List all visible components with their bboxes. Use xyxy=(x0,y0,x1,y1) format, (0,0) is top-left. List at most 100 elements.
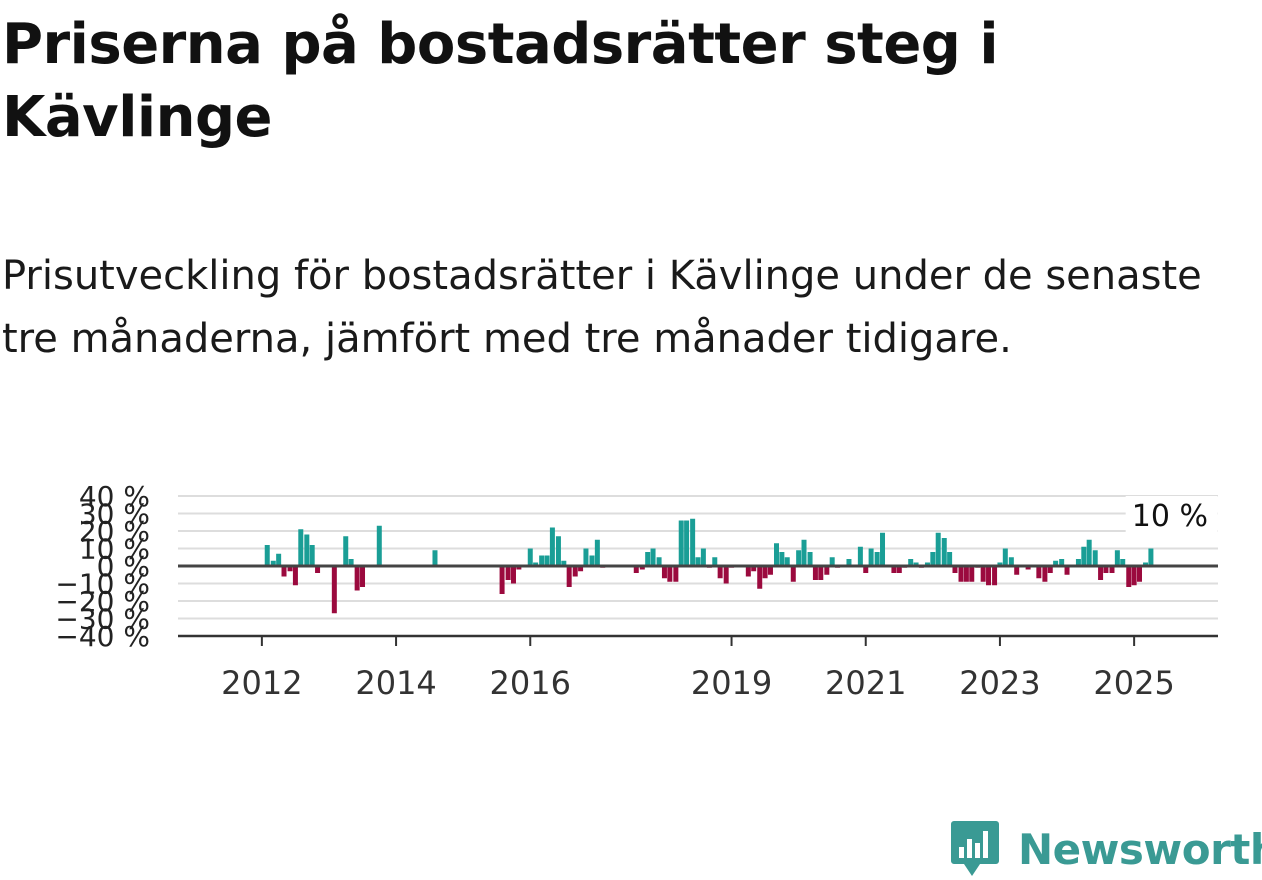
x-tick-label: 2019 xyxy=(691,664,772,702)
bar xyxy=(1053,560,1059,566)
axes xyxy=(178,564,1218,638)
bar xyxy=(745,566,751,577)
bar xyxy=(331,566,337,614)
bar xyxy=(1126,566,1132,587)
bar xyxy=(645,552,651,566)
bar xyxy=(818,566,824,580)
bar xyxy=(1014,566,1020,575)
bar xyxy=(1131,566,1137,586)
gridlines xyxy=(178,495,1218,620)
bar xyxy=(774,543,780,566)
bar xyxy=(510,566,516,584)
bar xyxy=(539,555,545,566)
bar xyxy=(1143,562,1149,566)
bar xyxy=(986,566,992,586)
bar xyxy=(1047,566,1053,573)
bar xyxy=(561,560,567,566)
bar xyxy=(667,566,673,582)
bar xyxy=(505,566,511,580)
bar xyxy=(432,550,438,566)
y-tick-label: −40 % xyxy=(55,620,150,653)
bar xyxy=(566,566,572,587)
bar xyxy=(812,566,818,580)
bar xyxy=(287,566,293,572)
y-tick-label: −30 % xyxy=(55,603,150,636)
x-axis-ticks: 2012 2014 2016 2019 2021 2023 2025 xyxy=(221,636,1175,702)
bar xyxy=(516,566,522,570)
logo-text: Newsworthy xyxy=(1018,824,1262,874)
bar xyxy=(880,532,886,566)
bar xyxy=(868,548,874,566)
bar xyxy=(650,548,656,566)
bar xyxy=(913,562,919,566)
bar xyxy=(1103,566,1109,573)
bar xyxy=(270,560,276,566)
bar xyxy=(891,566,897,573)
bar xyxy=(824,566,830,575)
bar xyxy=(712,557,718,566)
bar xyxy=(807,552,813,566)
bar xyxy=(499,566,505,594)
x-tick-label: 2014 xyxy=(355,664,436,702)
bar xyxy=(1064,566,1070,575)
x-tick-label: 2025 xyxy=(1093,664,1174,702)
bar xyxy=(292,566,298,586)
bar xyxy=(1109,566,1115,573)
bar xyxy=(969,566,975,582)
y-tick-label: −10 % xyxy=(55,568,150,601)
bar xyxy=(348,559,354,566)
bar xyxy=(924,562,930,566)
bar xyxy=(1148,548,1154,566)
y-tick-label: 10 % xyxy=(79,533,150,566)
bar xyxy=(309,545,315,566)
bar xyxy=(1086,539,1092,566)
bar xyxy=(572,566,578,577)
bar xyxy=(1075,559,1081,566)
bar xyxy=(997,562,1003,566)
bar xyxy=(304,534,310,566)
y-tick-label: 20 % xyxy=(79,515,150,548)
y-tick-label: 40 % xyxy=(79,480,150,513)
bar xyxy=(801,539,807,566)
bar xyxy=(639,566,645,570)
bar xyxy=(700,548,706,566)
chart-subtitle: Prisutveckling för bostadsrätter i Kävli… xyxy=(2,253,1202,362)
bar xyxy=(1098,566,1104,580)
bar xyxy=(935,532,941,566)
bar xyxy=(1120,559,1126,566)
bar xyxy=(941,538,947,566)
bar xyxy=(594,539,600,566)
bar xyxy=(1059,559,1065,566)
bar xyxy=(1008,557,1014,566)
bar xyxy=(354,566,360,591)
bar xyxy=(549,527,555,566)
bar xyxy=(298,529,304,566)
annotation-box xyxy=(1125,496,1218,532)
bar xyxy=(1081,546,1087,566)
annotation: 10 % xyxy=(1125,496,1218,534)
bar xyxy=(723,566,729,584)
bar xyxy=(673,566,679,582)
bar xyxy=(992,566,998,586)
bar xyxy=(555,536,561,566)
y-axis-ticks: 40 %30 %20 %10 %0 %−10 %−20 %−30 %−40 % xyxy=(55,480,150,653)
bars xyxy=(264,518,1154,614)
bar xyxy=(757,566,763,589)
bar xyxy=(315,566,321,573)
bar xyxy=(762,566,768,579)
y-tick-label: 30 % xyxy=(79,498,150,531)
newsworthy-logo-icon xyxy=(951,821,999,876)
bar xyxy=(751,566,757,572)
bar xyxy=(684,520,690,566)
chart-title: Priserna på bostadsrätter steg i Kävling… xyxy=(2,12,999,150)
bar xyxy=(533,562,539,566)
y-tick-label: −20 % xyxy=(55,585,150,618)
bar xyxy=(589,555,595,566)
x-tick-label: 2016 xyxy=(490,664,571,702)
bar-chart: 40 %30 %20 %10 %0 %−10 %−20 %−30 %−40 % … xyxy=(55,480,1218,702)
bar xyxy=(963,566,969,582)
x-tick-label: 2021 xyxy=(825,664,906,702)
bar xyxy=(863,566,869,573)
bar xyxy=(695,557,701,566)
bar xyxy=(376,525,382,566)
